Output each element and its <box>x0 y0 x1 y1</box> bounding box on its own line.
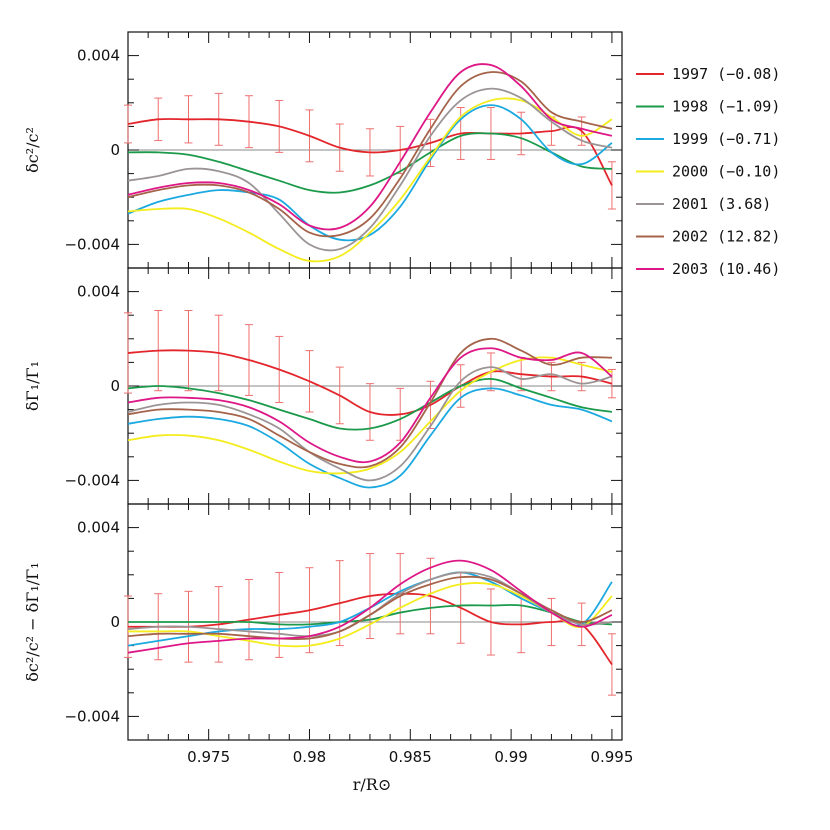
y-tick-label: 0.004 <box>77 519 120 537</box>
series-1999-line <box>127 104 613 242</box>
x-tick-label: 0.99 <box>494 748 527 766</box>
series-1997-line <box>127 118 613 186</box>
y-axis-title: δc²/c² <box>23 127 42 173</box>
series-1998-line <box>128 604 612 626</box>
y-axis-title: δΓ₁/Γ₁ <box>23 361 42 411</box>
y-tick-label: −0.004 <box>64 235 120 253</box>
series-1997-line <box>128 592 613 666</box>
y-tick-label: 0 <box>110 377 120 395</box>
panel-2: −0.004 0 0.004 δΓ₁/Γ₁ <box>23 267 623 505</box>
y-tick-label: 0.004 <box>77 47 120 65</box>
series-2002-line <box>127 71 613 238</box>
legend-label: 2000 (−0.10) <box>672 163 780 181</box>
y-axis-title: δc²/c² − δΓ₁/Γ₁ <box>23 562 42 681</box>
series-1999-line <box>127 387 613 489</box>
series-1998-line <box>127 132 612 194</box>
legend-label: 1999 (−0.71) <box>672 130 780 148</box>
y-tick-label: −0.004 <box>64 471 120 489</box>
y-tick-label: −0.004 <box>64 707 120 725</box>
series-2002-line <box>127 337 612 469</box>
x-axis-title: r/R⊙ <box>353 775 392 794</box>
legend: 1997 (−0.08) 1998 (−1.09) 1999 (−0.71) 2000… <box>636 65 780 278</box>
series-2003-line <box>127 347 613 464</box>
legend-label: 2001 (3.68) <box>672 195 771 213</box>
x-tick-label: 0.98 <box>293 748 326 766</box>
panel-1: −0.004 0 0.004 δc²/c² <box>23 31 623 269</box>
legend-label: 1997 (−0.08) <box>672 65 780 83</box>
x-tick-label: 0.995 <box>590 748 633 766</box>
y-tick-label: 0 <box>110 613 120 631</box>
legend-label: 2002 (12.82) <box>672 228 780 246</box>
series-2003-line <box>127 559 613 654</box>
panels: −0.00400.004δc²/c²−0.00400.004δΓ₁/Γ₁−0.0… <box>23 31 633 766</box>
x-tick-label: 0.975 <box>187 748 230 766</box>
series-2003-line <box>127 63 613 231</box>
legend-label: 2003 (10.46) <box>672 260 780 278</box>
legend-label: 1998 (−1.09) <box>672 98 780 116</box>
y-tick-label: 0 <box>110 141 120 159</box>
series-2001-line <box>127 87 613 252</box>
x-tick-label: 0.985 <box>389 748 432 766</box>
series-1998-line <box>127 378 613 431</box>
y-tick-label: 0.004 <box>77 283 120 301</box>
series-2001-line <box>127 366 613 482</box>
series-2000-line <box>127 97 613 263</box>
panel-3: −0.004 0 0.004 δc²/c² − δΓ₁/Γ₁ <box>23 503 623 741</box>
series-1997-line <box>127 349 613 416</box>
series-2000-line <box>128 582 613 648</box>
